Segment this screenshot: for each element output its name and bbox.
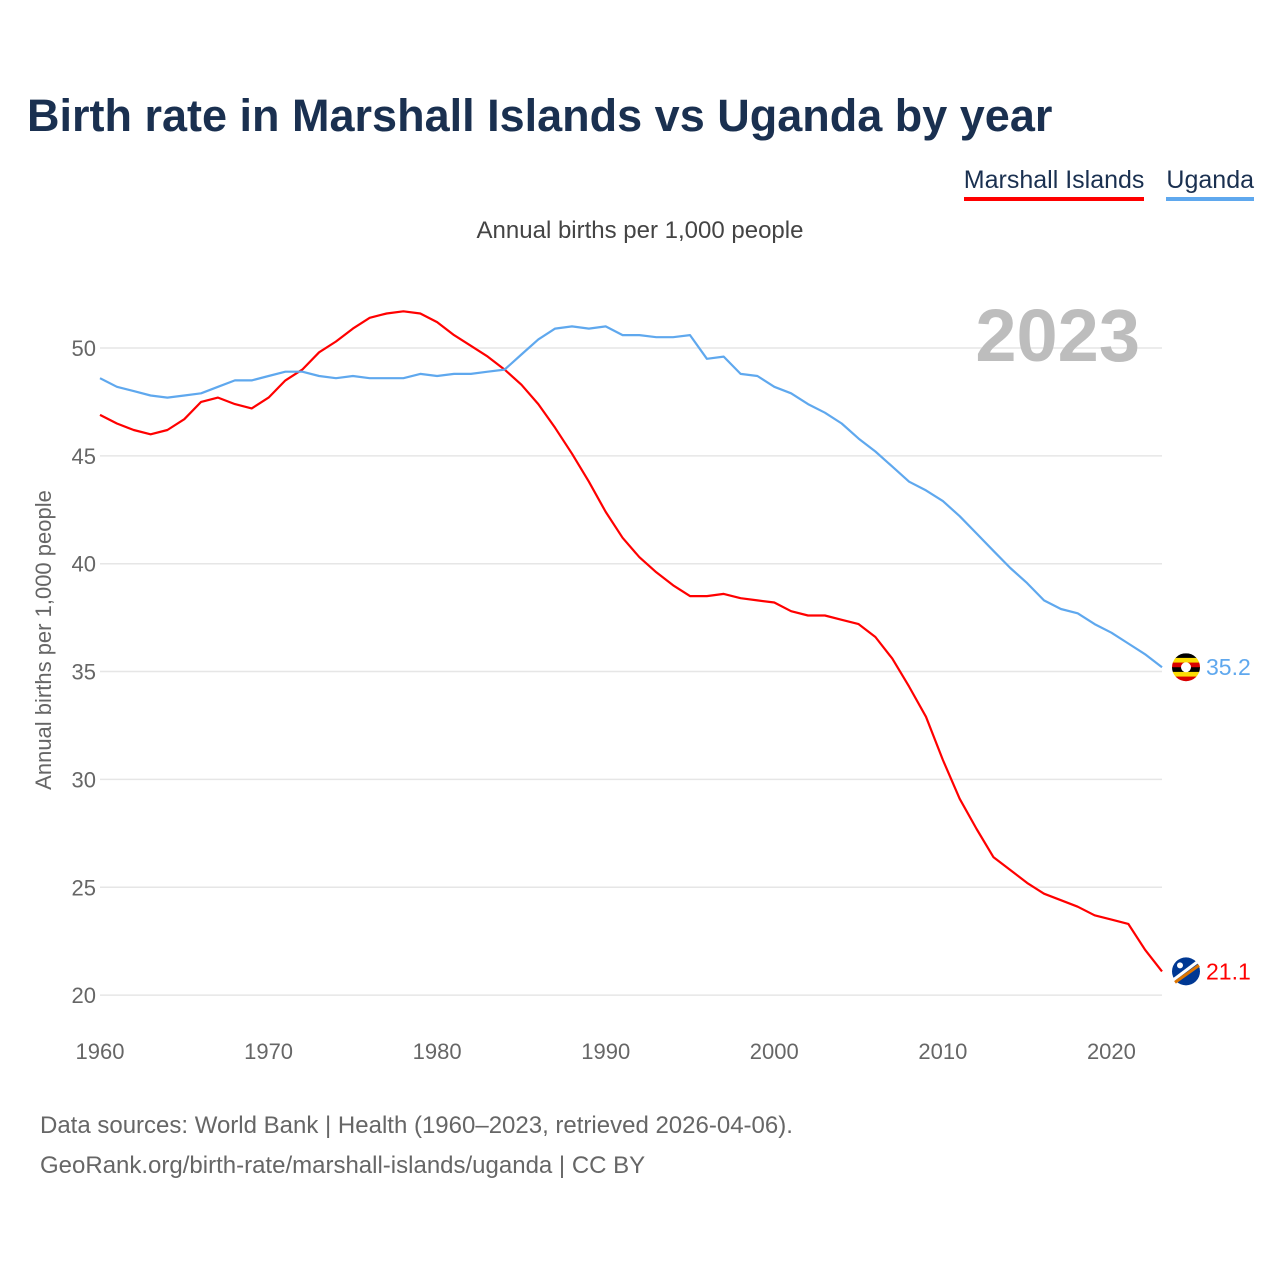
flag-star [1177, 962, 1183, 969]
y-tick-label: 30 [72, 767, 96, 792]
legend: Marshall Islands Uganda [963, 166, 1254, 201]
y-tick-label: 40 [72, 552, 96, 577]
series-line-marshall-islands [99, 310, 1163, 973]
series-line-uganda [99, 325, 1163, 669]
marshall-islands-flag-icon [1172, 957, 1200, 986]
chart-title: Birth rate in Marshall Islands vs Uganda… [27, 90, 1053, 141]
flag-stripe [1172, 676, 1200, 682]
footer: Data sources: World Bank | Health (1960–… [40, 1106, 793, 1186]
x-tick-label: 2000 [750, 1039, 799, 1064]
year-watermark: 2023 [975, 294, 1140, 377]
flag-stripe [1173, 960, 1199, 981]
flag-stripe [1172, 671, 1200, 678]
y-tick-label: 25 [72, 875, 96, 900]
legend-marshall-islands[interactable]: Marshall Islands [963, 166, 1145, 201]
y-tick-label: 35 [72, 660, 96, 685]
y-axis-label: Annual births per 1,000 people [31, 490, 56, 790]
end-value-label: 35.2 [1206, 654, 1251, 680]
y-tick-label: 45 [72, 444, 96, 469]
x-tick-label: 2020 [1087, 1039, 1136, 1064]
x-tick-label: 1980 [413, 1039, 462, 1064]
x-tick-label: 2010 [918, 1039, 967, 1064]
footer-link[interactable]: GeoRank.org/birth-rate/marshall-islands/… [40, 1152, 646, 1179]
legend-uganda[interactable]: Uganda [1166, 166, 1254, 201]
y-tick-label: 50 [72, 336, 96, 361]
x-tick-label: 1960 [76, 1039, 125, 1064]
flag-stripe [1172, 657, 1200, 664]
flag-stripe [1172, 653, 1200, 659]
flag-stripe [1174, 964, 1200, 984]
chart-subtitle: Annual births per 1,000 people [476, 217, 804, 244]
footer-sources: Data sources: World Bank | Health (1960–… [40, 1112, 793, 1139]
x-tick-label: 1990 [581, 1039, 630, 1064]
end-value-label: 21.1 [1206, 958, 1251, 984]
uganda-flag-icon [1172, 653, 1200, 682]
y-tick-label: 20 [72, 983, 96, 1008]
flag-emblem [1181, 662, 1191, 673]
x-tick-label: 1970 [244, 1039, 293, 1064]
